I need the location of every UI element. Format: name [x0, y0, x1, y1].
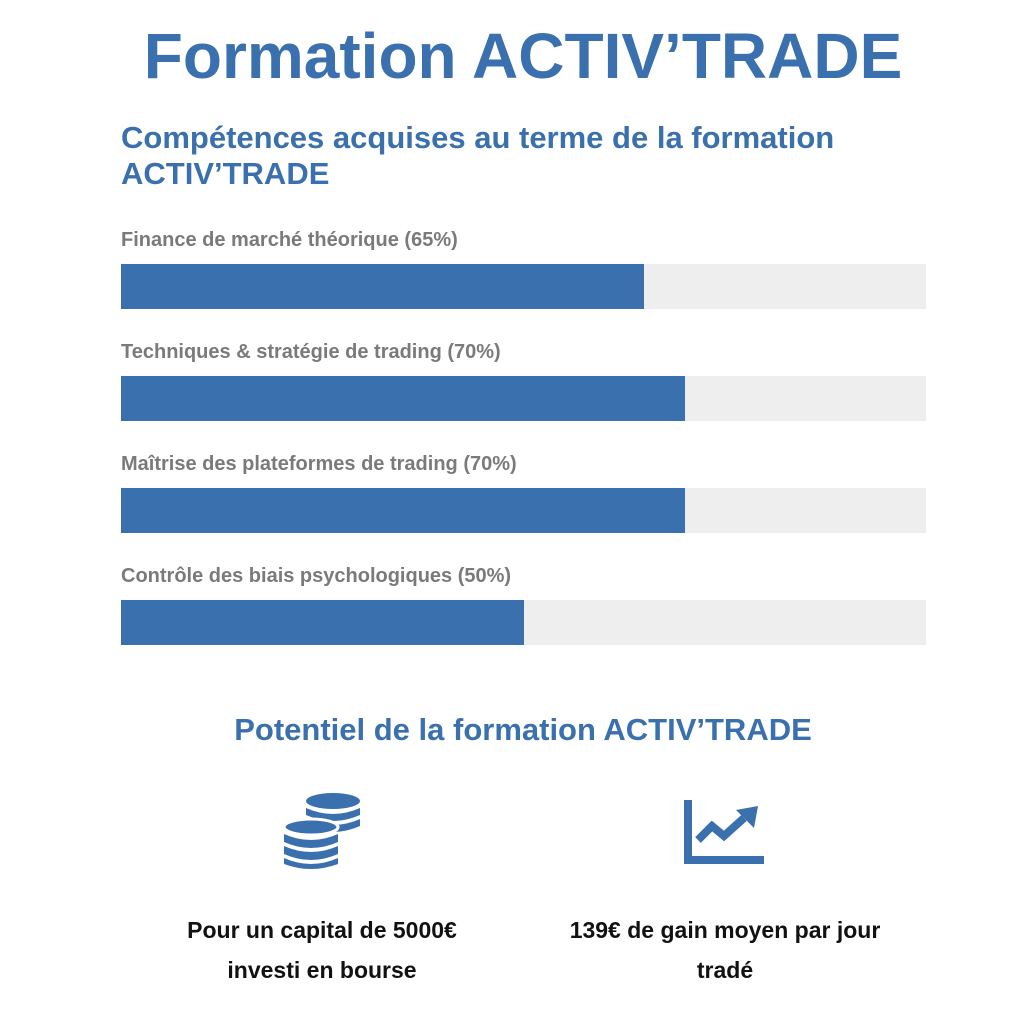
- progress-bar-track: [121, 600, 926, 645]
- skills-section-title: Compétences acquises au terme de la form…: [121, 120, 835, 191]
- progress-bar-fill: [121, 600, 524, 645]
- potential-section-title: Potentiel de la formation ACTIV’TRADE: [234, 712, 812, 747]
- page-title: Formation ACTIV’TRADE: [143, 20, 903, 92]
- skill-label: Maîtrise des plateformes de trading (70%…: [121, 453, 517, 475]
- progress-bar-fill: [121, 264, 645, 309]
- skill-item: Contrôle des biais psychologiques (50%): [121, 564, 926, 645]
- progress-bar-track: [121, 488, 926, 533]
- progress-bar-fill: [121, 488, 685, 533]
- progress-bar-track: [121, 376, 926, 421]
- progress-bar-fill: [121, 376, 685, 421]
- skill-item: Maîtrise des plateformes de trading (70%…: [121, 452, 926, 533]
- stat-daily-gain: 139€ de gain moyen par jour tradé: [569, 917, 881, 983]
- skill-label: Techniques & stratégie de trading (70%): [121, 341, 501, 363]
- skill-item: Techniques & stratégie de trading (70%): [121, 340, 926, 421]
- coins-icon: [282, 793, 360, 869]
- progress-bar-track: [121, 264, 926, 309]
- skill-label: Contrôle des biais psychologiques (50%): [121, 565, 512, 587]
- skill-label: Finance de marché théorique (65%): [121, 229, 458, 251]
- skill-item: Finance de marché théorique (65%): [121, 228, 926, 309]
- chart-line-icon: [684, 800, 764, 864]
- stat-capital: Pour un capital de 5000€ investi en bour…: [187, 917, 457, 983]
